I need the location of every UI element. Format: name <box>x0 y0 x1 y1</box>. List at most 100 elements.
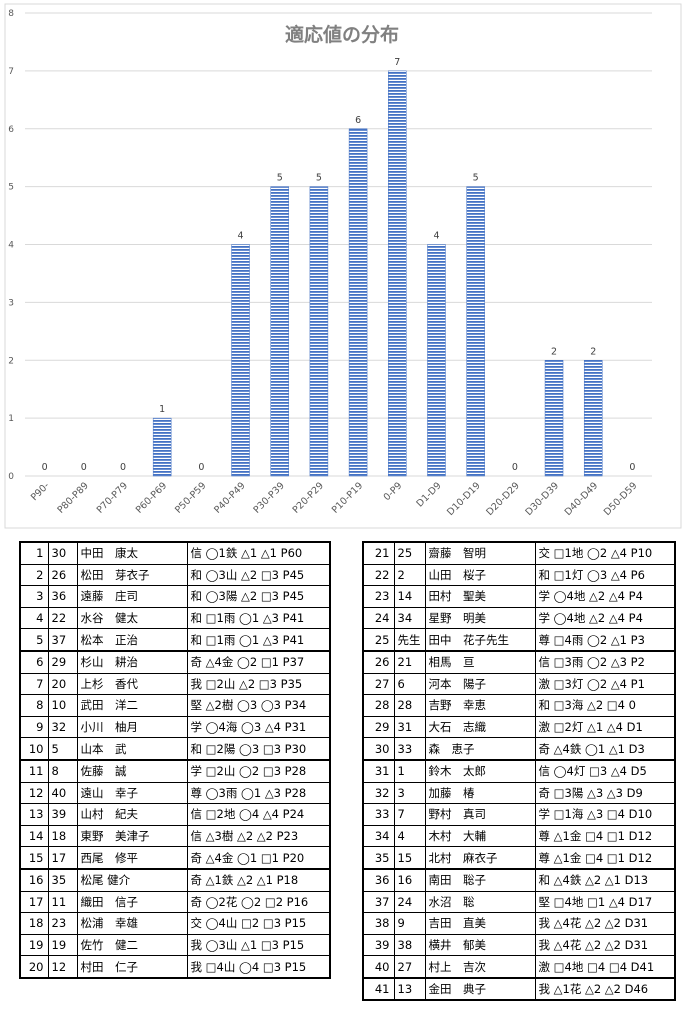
number-cell: 4 <box>393 824 426 848</box>
number-cell: 27 <box>393 955 426 979</box>
data-label: 5 <box>473 173 479 184</box>
result-cell: 激 □3灯 ◯2 △4 P1 <box>534 672 676 696</box>
y-tick-label: 1 <box>8 414 14 424</box>
name-cell: 佐竹 健二 <box>76 933 188 957</box>
table-row: 9 32 小川 柚月学 ◯4海 ◯3 △4 P31 <box>19 715 331 739</box>
name-cell: 森 恵子 <box>424 737 536 761</box>
result-cell: 学 ◯4海 ◯3 △4 P31 <box>186 715 331 739</box>
result-cell: 尊 △1金 □4 □1 D12 <box>534 824 676 848</box>
number-cell: 23 <box>47 912 78 935</box>
data-label: 7 <box>394 57 400 68</box>
bar <box>583 360 603 477</box>
result-cell: 和 □1雨 ◯1 △3 P41 <box>186 606 331 630</box>
rank-cell: 9 <box>19 715 49 739</box>
name-cell: 織田 信子 <box>76 890 188 914</box>
table-row: 11 8 佐藤 誠学 □2山 ◯2 □3 P28 <box>19 758 331 783</box>
bar <box>388 70 407 477</box>
number-cell: 6 <box>393 672 426 696</box>
result-cell: 信 □2地 ◯4 △4 P24 <box>186 803 331 826</box>
number-cell: 1 <box>393 758 426 783</box>
result-cell: 和 □2陽 ◯3 □3 P30 <box>186 737 331 761</box>
y-tick-label: 6 <box>8 125 14 135</box>
number-cell: 35 <box>47 867 78 892</box>
name-cell: 村田 仁子 <box>76 955 188 979</box>
number-cell: 29 <box>47 649 78 674</box>
table-row: 40 27 村上 吉次激 □4地 □4 □4 D41 <box>362 955 676 979</box>
table-row: 16 35 松尾 健介奇 △1鉄 △2 △1 P18 <box>19 867 331 892</box>
table-row: 36 16 南田 聡子和 △4鉄 △2 △1 D13 <box>362 867 676 892</box>
y-tick-label: 4 <box>8 241 14 251</box>
number-cell: 20 <box>47 672 78 696</box>
name-cell: 吉田 直美 <box>424 912 536 935</box>
result-cell: 堅 □4地 □1 △4 D17 <box>534 890 676 914</box>
name-cell: 吉野 幸恵 <box>424 694 536 717</box>
table-row: 14 18 東野 美津子信 △3樹 △2 △2 P23 <box>19 824 331 848</box>
number-cell: 26 <box>47 563 78 587</box>
data-label: 6 <box>355 115 361 126</box>
rank-cell: 27 <box>362 672 395 696</box>
name-cell: 佐藤 誠 <box>76 758 188 783</box>
rank-cell: 5 <box>19 628 49 652</box>
data-label: 2 <box>551 346 557 357</box>
result-cell: 我 □4山 ◯4 □3 P15 <box>186 955 331 979</box>
table-row: 15 17 西尾 修平奇 △4金 ◯1 □1 P20 <box>19 846 331 870</box>
table-row: 41 13 金田 典子我 △1花 △2 △2 D46 <box>362 976 676 1001</box>
rank-cell: 31 <box>362 758 395 783</box>
number-cell: 40 <box>47 781 78 805</box>
result-cell: 和 □1灯 ◯3 △4 P6 <box>534 563 676 587</box>
number-cell: 7 <box>393 803 426 826</box>
table-row: 4 22 水谷 健太和 □1雨 ◯1 △3 P41 <box>19 606 331 630</box>
name-cell: 木村 大輔 <box>424 824 536 848</box>
result-cell: 和 □3海 △2 □4 0 <box>534 694 676 717</box>
table-row: 37 24 水沼 聡堅 □4地 □1 △4 D17 <box>362 890 676 914</box>
y-tick-label: 0 <box>8 472 14 482</box>
name-cell: 加藤 椿 <box>424 781 536 805</box>
number-cell: 25 <box>393 541 426 565</box>
ranking-table-right: 21 25 齋藤 智明交 □1地 ◯2 △4 P10 22 2 山田 桜子和 □1灯 ◯3… <box>362 541 676 1002</box>
data-label: 0 <box>512 462 518 473</box>
number-cell: 5 <box>47 737 78 761</box>
number-cell: 36 <box>47 585 78 608</box>
bar <box>309 186 329 477</box>
table-row: 22 2 山田 桜子和 □1灯 ◯3 △4 P6 <box>362 563 676 587</box>
table-row: 18 23 松浦 幸雄交 ◯4山 □2 □3 P15 <box>19 912 331 935</box>
table-row: 32 3 加藤 椿奇 □3陽 △3 △3 D9 <box>362 781 676 805</box>
rank-cell: 38 <box>362 912 395 935</box>
table-row: 19 19 佐竹 健二我 ◯3山 △1 □3 P15 <box>19 933 331 957</box>
result-cell: 我 △4花 △2 △2 D31 <box>534 912 676 935</box>
data-label: 4 <box>433 231 439 242</box>
name-cell: 横井 郁美 <box>424 933 536 957</box>
rank-cell: 16 <box>19 867 49 892</box>
rank-cell: 23 <box>362 585 395 608</box>
name-cell: 中田 康太 <box>76 541 188 565</box>
table-row: 1 30 中田 康太信 ◯1鉄 △1 △1 P60 <box>19 541 331 565</box>
bar <box>348 128 368 477</box>
result-cell: 尊 ◯3雨 ◯1 △3 P28 <box>186 781 331 805</box>
name-cell: 松尾 健介 <box>76 867 188 892</box>
rank-cell: 1 <box>19 541 49 565</box>
table-row: 30 33 森 恵子奇 △4鉄 ◯1 △1 D3 <box>362 737 676 761</box>
number-cell: 38 <box>393 933 426 957</box>
table-row: 23 14 田村 聖美学 ◯4地 △2 △4 P4 <box>362 585 676 608</box>
result-cell: 奇 △4金 ◯2 □1 P37 <box>186 649 331 674</box>
name-cell: 金田 典子 <box>424 976 536 1001</box>
bars: 0 0 0 1 0 4 5 5 6 7 4 5 0 2 2 0 <box>42 57 635 477</box>
number-cell: 12 <box>47 955 78 979</box>
rank-cell: 11 <box>19 758 49 783</box>
number-cell: 8 <box>47 758 78 783</box>
table-row: 31 1 鈴木 太郎信 ◯4灯 □3 △4 D5 <box>362 758 676 783</box>
name-cell: 野村 真司 <box>424 803 536 826</box>
rank-cell: 34 <box>362 824 395 848</box>
table-row: 34 4 木村 大輔尊 △1金 □4 □1 D12 <box>362 824 676 848</box>
data-label: 1 <box>159 404 165 415</box>
data-label: 0 <box>198 462 204 473</box>
result-cell: 我 □2山 △2 □3 P35 <box>186 672 331 696</box>
bar <box>466 186 485 477</box>
name-cell: 山本 武 <box>76 737 188 761</box>
rank-cell: 36 <box>362 867 395 892</box>
name-cell: 水沼 聡 <box>424 890 536 914</box>
rank-cell: 25 <box>362 628 395 652</box>
name-cell: 遠藤 庄司 <box>76 585 188 608</box>
rank-cell: 40 <box>362 955 395 979</box>
